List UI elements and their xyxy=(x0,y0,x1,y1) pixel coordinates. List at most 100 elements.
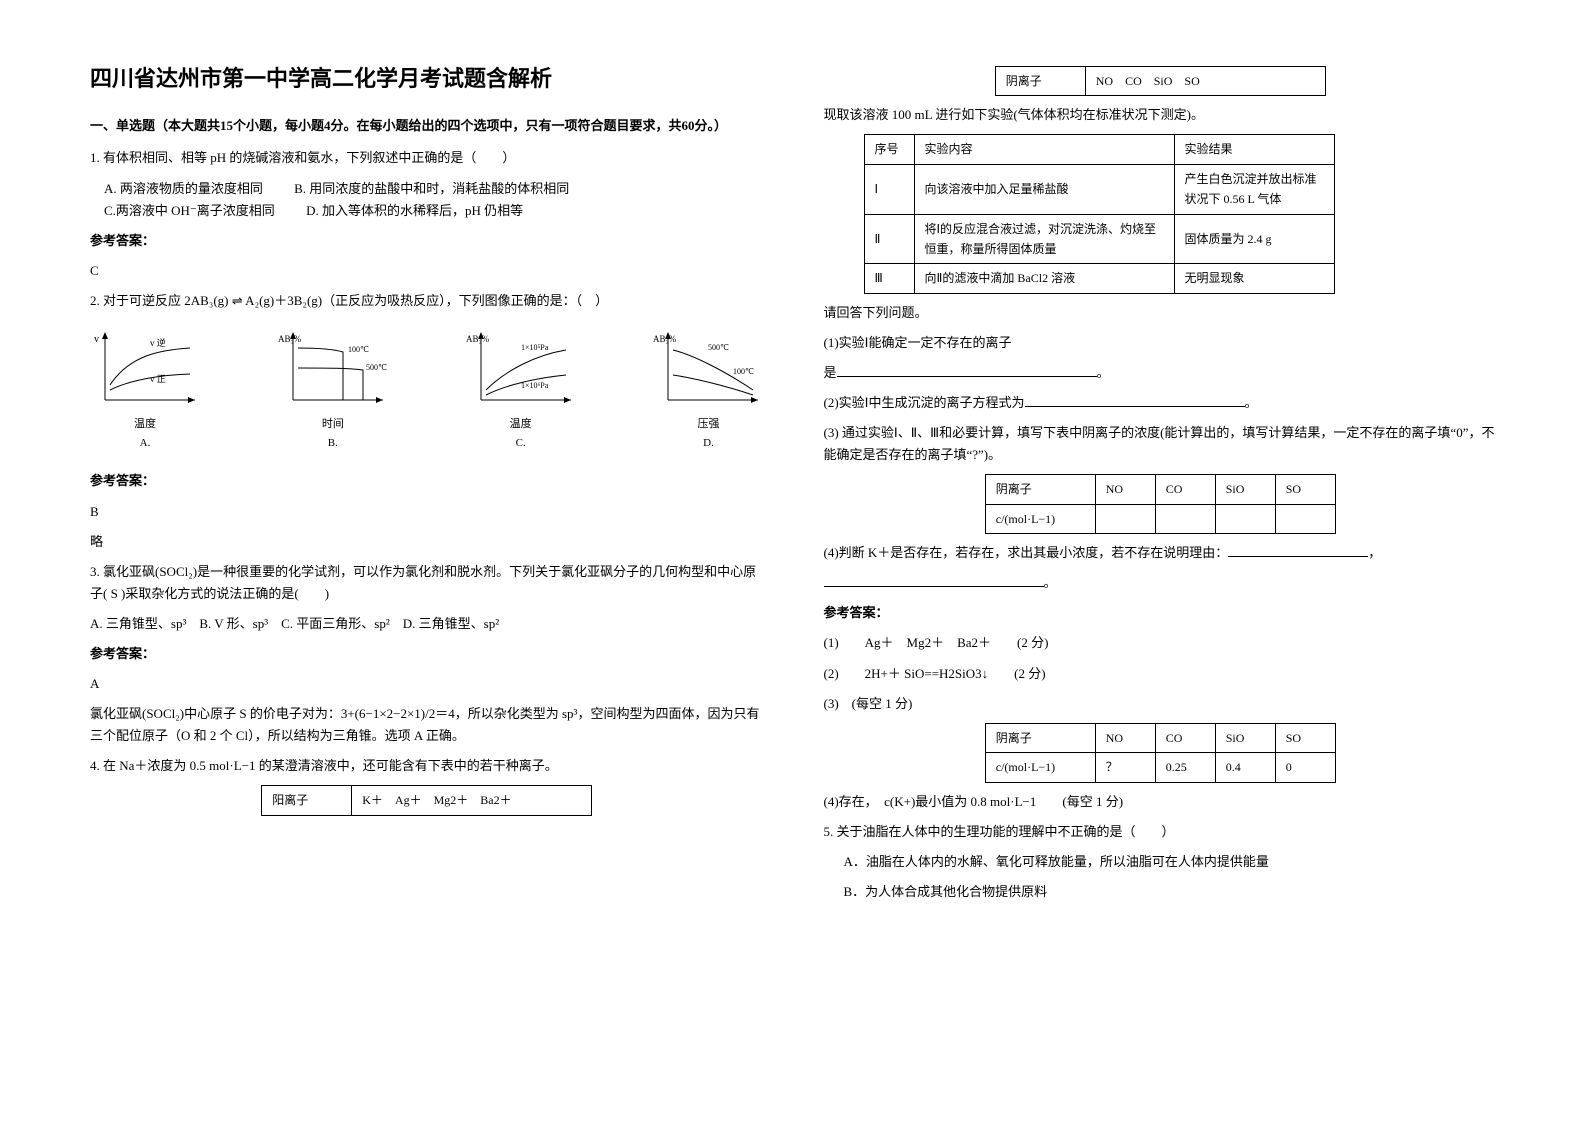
chart-b-label: B. xyxy=(278,434,388,453)
left-column: 四川省达州市第一中学高二化学月考试题含解析 一、单选题（本大题共15个小题，每小… xyxy=(90,60,764,911)
chart-a-xaxis: 温度 xyxy=(134,418,156,430)
q4-sub1b-text: 是 xyxy=(824,365,837,380)
q4-sub4-text: (4)判断 K＋是否存在，若存在，求出其最小浓度，若不存在说明理由： xyxy=(824,545,1229,560)
svg-text:AB₃%: AB₃% xyxy=(653,334,677,344)
svg-text:1×10⁵Pa: 1×10⁵Pa xyxy=(521,343,549,352)
a3-r1-1: ？ xyxy=(1095,753,1155,782)
exp-h3: 实验结果 xyxy=(1174,135,1334,164)
chart-d-xaxis: 压强 xyxy=(697,418,719,430)
q3-stem: 3. 氯化亚砜(SOCl₂)是一种很重要的化学试剂，可以作为氯化剂和脱水剂。下列… xyxy=(90,561,764,605)
exp-r1-3: 产生白色沉淀并放出标准状况下 0.56 L 气体 xyxy=(1174,164,1334,214)
page-title: 四川省达州市第一中学高二化学月考试题含解析 xyxy=(90,60,764,97)
chart-d: AB₃% 500℃ 100℃ 压强 D. xyxy=(653,330,763,452)
right-column: 阴离子 NO CO SiO SO 现取该溶液 100 mL 进行如下实验(气体体… xyxy=(824,60,1498,911)
q5-stem: 5. 关于油脂在人体中的生理功能的理解中不正确的是（ ） xyxy=(824,821,1498,843)
q4-sub3: (3) 通过实验Ⅰ、Ⅱ、Ⅲ和必要计算，填写下表中阴离子的浓度(能计算出的，填写计… xyxy=(824,422,1498,466)
a3-h2: NO xyxy=(1095,723,1155,752)
t3-r1: c/(mol·L−1) xyxy=(985,504,1095,533)
q1-optC: C.两溶液中 OH⁻离子浓度相同 xyxy=(104,200,275,222)
exp-r2-2: 将Ⅰ的反应混合液过滤，对沉淀洗涤、灼烧至恒重，称量所得固体质量 xyxy=(914,214,1174,264)
q3-answer-label: 参考答案： xyxy=(90,643,764,665)
chart-b-xaxis: 时间 xyxy=(322,418,344,430)
a3-h3: CO xyxy=(1155,723,1215,752)
section-heading: 一、单选题（本大题共15个小题，每小题4分。在每小题给出的四个选项中，只有一项符… xyxy=(90,115,764,137)
exp-r3-2: 向Ⅱ的滤液中滴加 BaCl2 溶液 xyxy=(914,264,1174,293)
svg-text:v 逆: v 逆 xyxy=(150,337,166,348)
q4-sub4: (4)判断 K＋是否存在，若存在，求出其最小浓度，若不存在说明理由：， xyxy=(824,542,1498,564)
chart-a-label: A. xyxy=(90,434,200,453)
a3-r1-4: 0 xyxy=(1275,753,1335,782)
blank xyxy=(824,573,1044,587)
t3-empty xyxy=(1215,504,1275,533)
chart-b: AB₃% 100℃ 500℃ 时间 B. xyxy=(278,330,388,452)
q4-ion-table-anion: 阴离子 NO CO SiO SO xyxy=(995,66,1326,96)
t3-empty xyxy=(1275,504,1335,533)
t3-h4: SiO xyxy=(1215,475,1275,504)
q4-sub2: (2)实验Ⅰ中生成沉淀的离子方程式为。 xyxy=(824,392,1498,414)
t3-empty xyxy=(1155,504,1215,533)
q4-sub1: (1)实验Ⅰ能确定一定不存在的离子 xyxy=(824,332,1498,354)
q4-sub4-blank: 。 xyxy=(824,572,1498,594)
t3-h2: NO xyxy=(1095,475,1155,504)
q1-optA: A. 两溶液物质的量浓度相同 xyxy=(104,178,263,200)
q4-please: 请回答下列问题。 xyxy=(824,302,1498,324)
blank xyxy=(1025,393,1245,407)
q2-answer-label: 参考答案： xyxy=(90,470,764,492)
q4-cation-list: K＋ Ag＋ Mg2＋ Ba2＋ xyxy=(352,786,592,815)
chart-a: v v 逆 v 正 温度 A. xyxy=(90,330,200,452)
blank xyxy=(837,363,1097,377)
svg-text:AB₃%: AB₃% xyxy=(466,334,490,344)
q1-answer: C xyxy=(90,260,764,282)
svg-text:100℃: 100℃ xyxy=(348,345,369,354)
svg-text:AB₃%: AB₃% xyxy=(278,334,302,344)
chart-a-svg: v v 逆 v 正 xyxy=(90,330,200,415)
q2-stem: 2. 对于可逆反应 2AB₃(g) ⇌ A₂(g)＋3B₂(g)（正反应为吸热反… xyxy=(90,290,764,312)
q4-a4: (4)存在， c(K+)最小值为 0.8 mol·L−1 (每空 1 分) xyxy=(824,791,1498,813)
chart-c: AB₃% 1×10⁵Pa 1×10⁶Pa 温度 C. xyxy=(466,330,576,452)
q3-explain: 氯化亚砜(SOCl₂)中心原子 S 的价电子对为：3+(6−1×2−2×1)/2… xyxy=(90,703,764,747)
svg-text:v: v xyxy=(94,334,99,345)
chart-c-xaxis: 温度 xyxy=(510,418,532,430)
q4-a1: (1) Ag＋ Mg2＋ Ba2＋ (2 分) xyxy=(824,632,1498,654)
t3-h3: CO xyxy=(1155,475,1215,504)
q4-experiment-table: 序号 实验内容 实验结果 Ⅰ 向该溶液中加入足量稀盐酸 产生白色沉淀并放出标准状… xyxy=(864,134,1335,293)
t3-h5: SO xyxy=(1275,475,1335,504)
q4-cation-label: 阳离子 xyxy=(262,786,352,815)
exp-r3-3: 无明显现象 xyxy=(1174,264,1334,293)
q4-anion-label: 阴离子 xyxy=(995,67,1085,96)
chart-d-label: D. xyxy=(653,434,763,453)
chart-c-svg: AB₃% 1×10⁵Pa 1×10⁶Pa xyxy=(466,330,576,415)
q4-stem: 4. 在 Na＋浓度为 0.5 mol·L−1 的某澄清溶液中，还可能含有下表中… xyxy=(90,755,764,777)
q2-note: 略 xyxy=(90,531,764,553)
q1-optB: B. 用同浓度的盐酸中和时，消耗盐酸的体积相同 xyxy=(294,178,569,200)
a3-h1: 阴离子 xyxy=(985,723,1095,752)
q4-sub2-text: (2)实验Ⅰ中生成沉淀的离子方程式为 xyxy=(824,395,1025,410)
q4-a3-pre: (3) (每空 1 分) xyxy=(824,693,1498,715)
a3-r1-2: 0.25 xyxy=(1155,753,1215,782)
exp-r2-3: 固体质量为 2.4 g xyxy=(1174,214,1334,264)
chart-d-svg: AB₃% 500℃ 100℃ xyxy=(653,330,763,415)
q2-charts: v v 逆 v 正 温度 A. AB₃% 100℃ 500℃ 时间 xyxy=(90,330,764,452)
q3-opts: A. 三角锥型、sp³ B. V 形、sp³ C. 平面三角形、sp² D. 三… xyxy=(90,613,764,635)
t3-h1: 阴离子 xyxy=(985,475,1095,504)
a3-h4: SiO xyxy=(1215,723,1275,752)
q1-optD: D. 加入等体积的水稀释后，pH 仍相等 xyxy=(306,200,523,222)
q4-anion-list: NO CO SiO SO xyxy=(1085,67,1325,96)
q4-intro2: 现取该溶液 100 mL 进行如下实验(气体体积均在标准状况下测定)。 xyxy=(824,104,1498,126)
a3-r1-0: c/(mol·L−1) xyxy=(985,753,1095,782)
q1-stem: 1. 有体积相同、相等 pH 的烧碱溶液和氨水，下列叙述中正确的是（ ） xyxy=(90,147,764,169)
svg-text:1×10⁶Pa: 1×10⁶Pa xyxy=(521,381,549,390)
q4-a3-table: 阴离子 NO CO SiO SO c/(mol·L−1) ？ 0.25 0.4 … xyxy=(985,723,1336,783)
svg-text:v 正: v 正 xyxy=(150,374,166,384)
chart-c-label: C. xyxy=(466,434,576,453)
a3-h5: SO xyxy=(1275,723,1335,752)
exp-h2: 实验内容 xyxy=(914,135,1174,164)
exp-r1-2: 向该溶液中加入足量稀盐酸 xyxy=(914,164,1174,214)
exp-r1-1: Ⅰ xyxy=(864,164,914,214)
t3-empty xyxy=(1095,504,1155,533)
svg-text:500℃: 500℃ xyxy=(708,343,729,352)
svg-text:500℃: 500℃ xyxy=(366,363,387,372)
q4-a2: (2) 2H+＋ SiO==H2SiO3↓ (2 分) xyxy=(824,663,1498,685)
blank xyxy=(1228,543,1368,557)
q3-answer: A xyxy=(90,673,764,695)
